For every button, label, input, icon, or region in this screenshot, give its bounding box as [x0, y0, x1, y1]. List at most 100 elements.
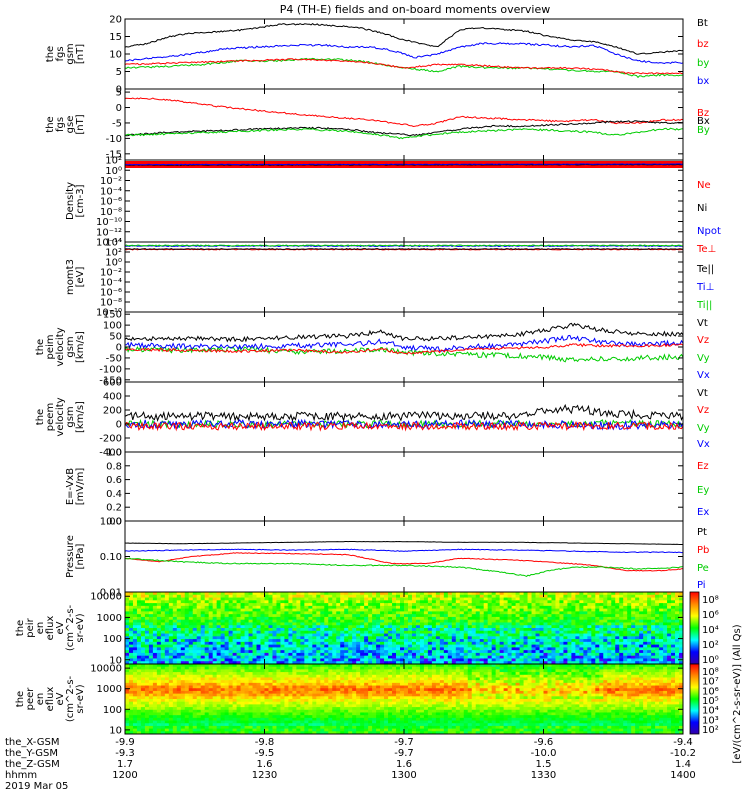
colorbar-tick-label: 10⁸ — [702, 595, 719, 606]
colorbar-tick-label: 10⁸ — [702, 667, 719, 678]
legend-entry-bx: Bx — [697, 116, 710, 127]
y-axis-label-line: [nPa] — [75, 543, 86, 569]
y-axis-label-line: the — [45, 116, 56, 132]
y-tick-label: 10⁻⁸ — [100, 298, 122, 309]
y-axis-label-line: E=-VxB — [65, 468, 76, 505]
x-row-label: hhmm — [5, 770, 37, 781]
legend-entry-bz: bz — [697, 39, 709, 50]
legend-entry-vy: Vy — [697, 353, 710, 364]
x-row-value: 1400 — [670, 770, 695, 781]
panel-10: 10 100 1000 10000 the peer en eflux eV (cm^2-s-sr… — [15, 663, 684, 736]
y-axis-label-line: gse — [65, 116, 76, 134]
colorbar-tick-label: 10⁶ — [702, 686, 719, 697]
series-bx-line — [125, 42, 683, 65]
panel-9: 10 100 1000 10000 the peir en eflux eV (cm^2-s-sr… — [15, 591, 684, 666]
x-row-value: 1.4 — [675, 759, 691, 770]
x-row-value: 1.7 — [117, 759, 133, 770]
y-tick-label: 10 — [109, 655, 122, 666]
y-axis-label-line: the — [15, 691, 26, 707]
y-axis-label-line: sr-eV) — [75, 613, 86, 642]
y-tick-label: 10000 — [90, 664, 122, 675]
y-tick-label: 10⁻¹⁰ — [96, 217, 122, 228]
y-tick-label: 0.8 — [106, 461, 122, 472]
y-axis-label-line: eflux — [45, 687, 56, 712]
y-tick-label: 10⁻² — [100, 176, 122, 187]
y-tick-label: -100 — [99, 364, 122, 375]
y-tick-label: 10⁻⁶ — [100, 197, 122, 208]
x-row-value: -9.3 — [115, 748, 135, 759]
y-tick-label: 150 — [103, 310, 122, 321]
series-vy-line — [125, 346, 683, 363]
y-tick-label: 10⁻⁴ — [100, 186, 122, 197]
panel-6: -400 -200 0 200 400 600 the peem velocity gsm [km/… — [35, 378, 710, 459]
series-pt-line — [125, 540, 683, 545]
x-row-value: -9.9 — [115, 737, 135, 748]
y-axis-label-line: [cm-3] — [75, 184, 86, 217]
colorbar-tick-label: 10² — [702, 640, 719, 651]
y-tick-label: 0.2 — [106, 503, 122, 514]
y-tick-label: 0 — [116, 420, 122, 431]
y-axis-label-line: en — [35, 693, 46, 706]
y-tick-label: 1.00 — [100, 517, 122, 528]
spectrogram — [125, 664, 683, 734]
x-row-value: 1.6 — [257, 759, 273, 770]
y-axis-label-line: (cm^2-s- — [65, 604, 76, 651]
series-vt-line — [125, 322, 683, 343]
y-tick-label: 100 — [103, 634, 122, 645]
y-tick-label: 10⁰ — [105, 166, 122, 177]
y-tick-label: 10⁻² — [100, 268, 122, 279]
x-row-label: the_Y-GSM — [5, 748, 58, 759]
x-row-value: -9.7 — [394, 737, 414, 748]
y-tick-label: -15 — [106, 149, 122, 160]
legend-entry-vz: Vz — [697, 335, 709, 346]
series-vz-line — [125, 420, 683, 432]
y-tick-label: 0 — [116, 85, 122, 96]
series-vz-line — [125, 343, 683, 355]
y-tick-label: -150 — [99, 375, 122, 386]
y-tick-label: 1000 — [97, 684, 122, 695]
y-tick-label: 10000 — [90, 592, 122, 603]
legend-entry-pt: Pt — [697, 527, 707, 538]
y-axis-label-line: [km/s] — [75, 401, 86, 433]
y-tick-label: 0.01 — [100, 588, 122, 599]
legend-entry-te: Te⊥ — [696, 244, 716, 255]
y-tick-label: 0 — [116, 103, 122, 114]
y-tick-label: -10 — [106, 134, 122, 145]
y-tick-label: 10⁻⁶ — [100, 288, 122, 299]
y-tick-label: 10⁻¹⁰ — [96, 308, 122, 319]
panel-frame — [124, 520, 684, 593]
legend-entry-pb: Pb — [697, 545, 709, 556]
y-axis-label-line: [nT] — [75, 114, 86, 134]
legend-entry-te: Te|| — [696, 264, 714, 275]
y-tick-label: 10⁻⁸ — [100, 207, 122, 218]
y-tick-label: 5 — [116, 88, 122, 99]
legend-entry-vx: Vx — [697, 370, 710, 381]
panel-frame — [124, 451, 684, 522]
y-axis-label-line: fgs — [55, 117, 66, 132]
y-tick-label: -50 — [106, 353, 122, 364]
panel-frame — [124, 241, 684, 313]
y-tick-label: 1.0 — [106, 448, 122, 459]
legend-entry-ni: Ni — [697, 203, 707, 214]
y-axis-label-line: peer — [25, 687, 36, 711]
legend-entry-bz: Bz — [697, 108, 709, 119]
x-row-value: 1.6 — [396, 759, 412, 770]
x-row-label: the_X-GSM — [5, 737, 59, 748]
legend-entry-ti: Ti⊥ — [696, 282, 714, 293]
x-row-value: -10.0 — [531, 748, 557, 759]
x-axis-annotation: the_X-GSM -9.9 -9.8 -9.7 -9.6 -9.4 the_Y-GSM -9… — [5, 737, 696, 792]
legend-entry-bx: bx — [697, 76, 709, 87]
y-axis-label-line: [km/s] — [75, 331, 86, 363]
y-axis-label-line: [eV] — [75, 267, 86, 288]
colorbar-label: [eV/(cm^2-s-sr-eV)] (All Qs) — [732, 624, 743, 763]
x-row-value: -9.8 — [255, 737, 275, 748]
date-label: 2019 Mar 05 — [5, 781, 68, 792]
legend-entry-vz: Vz — [697, 405, 709, 416]
legend-entry-vx: Vx — [697, 439, 710, 450]
y-axis-label-line: velocity — [55, 397, 66, 436]
y-tick-label: 10² — [105, 156, 122, 167]
y-tick-label: 0 — [116, 343, 122, 354]
